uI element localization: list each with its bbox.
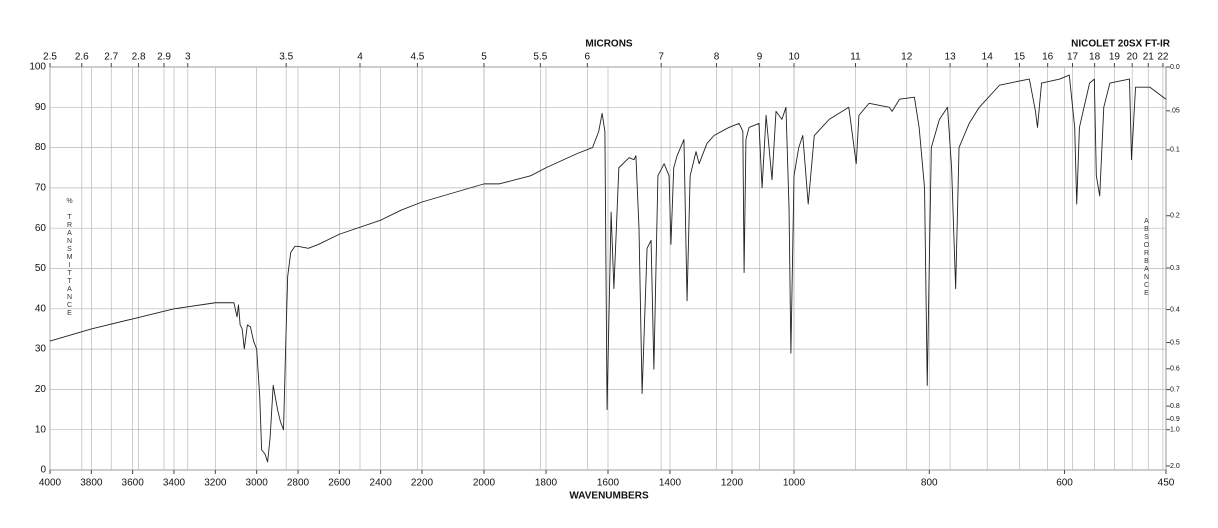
- top-tick-label: 7: [658, 52, 664, 63]
- top-tick-label: 2.9: [157, 52, 171, 63]
- y2-tick-label: 0.9: [1170, 416, 1180, 423]
- top-tick-label: 12: [901, 52, 913, 63]
- y-tick-label: 100: [29, 62, 46, 73]
- y2-tick-label: 0.4: [1170, 306, 1180, 313]
- y2-tick-label: 0.5: [1170, 339, 1180, 346]
- top-tick-label: 2.6: [75, 52, 89, 63]
- y2-tick-label: 0.2: [1170, 213, 1180, 220]
- top-tick-label: 11: [850, 52, 861, 63]
- top-tick-label: 14: [982, 52, 994, 63]
- x-tick-label: 4000: [39, 478, 62, 489]
- y-tick-label: 60: [35, 223, 47, 234]
- x-tick-label: 3800: [80, 478, 103, 489]
- y2-tick-label: 0.0: [1170, 64, 1180, 71]
- y2-tick-label: 0.8: [1170, 403, 1180, 410]
- top-tick-label: 10: [788, 52, 800, 63]
- x-tick-label: 3400: [163, 478, 186, 489]
- top-axis-title: MICRONS: [585, 39, 633, 50]
- y2-tick-label: .05: [1170, 108, 1180, 115]
- x-tick-label: 3000: [246, 478, 269, 489]
- x-tick-label: 1600: [597, 478, 620, 489]
- chart-title: NICOLET 20SX FT-IR: [1071, 39, 1171, 50]
- y-tick-label: 90: [35, 102, 47, 113]
- y-tick-label: 80: [35, 142, 47, 153]
- x-tick-label: 2600: [328, 478, 351, 489]
- top-tick-label: 21: [1143, 52, 1155, 63]
- x-tick-label: 1000: [783, 478, 806, 489]
- y2-tick-label: 0.3: [1170, 265, 1180, 272]
- top-tick-label: 20: [1127, 52, 1139, 63]
- top-tick-label: 18: [1089, 52, 1101, 63]
- y-tick-label: 70: [35, 183, 47, 194]
- top-tick-label: 16: [1042, 52, 1054, 63]
- y2-axis-title: ABSORBANCE: [1143, 218, 1150, 298]
- top-tick-label: 2.7: [104, 52, 118, 63]
- x-tick-label: 800: [921, 478, 938, 489]
- top-tick-label: 4.5: [410, 52, 424, 63]
- top-tick-label: 3.5: [279, 52, 293, 63]
- y-tick-label: 0: [40, 465, 46, 476]
- x-tick-label: 3200: [204, 478, 227, 489]
- top-tick-label: 3: [185, 52, 191, 63]
- x-tick-label: 1200: [721, 478, 744, 489]
- y-tick-label: 40: [35, 303, 47, 314]
- x-axis-title: WAVENUMBERS: [569, 491, 649, 502]
- top-tick-label: 5: [481, 52, 487, 63]
- y2-tick-label: 0.7: [1170, 386, 1180, 393]
- x-tick-label: 1400: [659, 478, 682, 489]
- x-tick-label: 2000: [473, 478, 496, 489]
- y-tick-label: 20: [35, 384, 47, 395]
- x-tick-label: 2200: [411, 478, 434, 489]
- top-tick-label: 6: [585, 52, 591, 63]
- y2-tick-label: 0.6: [1170, 366, 1180, 373]
- y2-tick-label: 1.0: [1170, 427, 1180, 434]
- y-tick-label: 10: [35, 424, 47, 435]
- x-tick-label: 600: [1056, 478, 1073, 489]
- top-tick-label: 4: [357, 52, 363, 63]
- top-tick-label: 17: [1067, 52, 1079, 63]
- top-tick-label: 22: [1157, 52, 1169, 63]
- top-tick-label: 2.8: [132, 52, 146, 63]
- spectrum-line: [49, 74, 1167, 463]
- y-tick-label: 30: [35, 344, 47, 355]
- x-tick-label: 450: [1158, 478, 1175, 489]
- y2-tick-label: 2.0: [1170, 463, 1180, 470]
- top-tick-label: 9: [757, 52, 763, 63]
- x-tick-label: 2800: [287, 478, 310, 489]
- y2-tick-label: 0.1: [1170, 147, 1180, 154]
- y-axis-title: % TRANSMITTANCE: [66, 198, 73, 318]
- x-tick-label: 1800: [535, 478, 558, 489]
- top-tick-label: 15: [1014, 52, 1026, 63]
- top-tick-label: 19: [1109, 52, 1121, 63]
- top-tick-label: 2.5: [43, 52, 57, 63]
- top-tick-label: 5.5: [533, 52, 547, 63]
- top-tick-label: 8: [714, 52, 720, 63]
- x-tick-label: 3600: [122, 478, 145, 489]
- y-tick-label: 50: [35, 263, 47, 274]
- top-tick-label: 13: [945, 52, 957, 63]
- x-tick-label: 2400: [370, 478, 393, 489]
